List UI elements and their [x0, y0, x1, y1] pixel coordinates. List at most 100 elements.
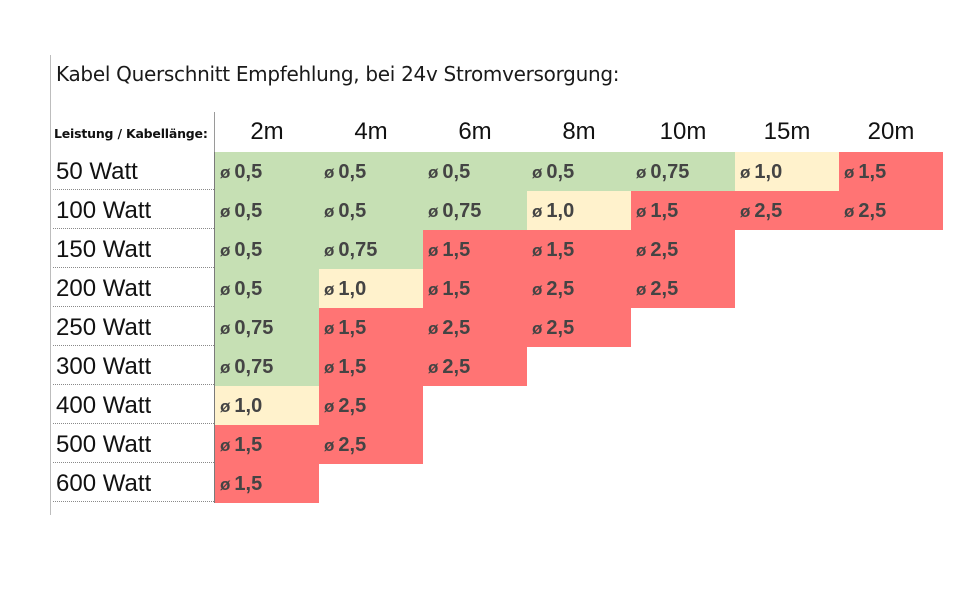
cross-section-cell: ø 1,0 — [527, 191, 631, 230]
cross-section-cell: ø 1,5 — [423, 230, 527, 269]
cross-section-cell: ø 0,75 — [319, 230, 423, 269]
cross-section-cell: ø 2,5 — [839, 191, 943, 230]
cell-value: 1,0 — [338, 278, 367, 300]
row-label-divider — [214, 191, 215, 230]
cross-section-cell: ø 2,5 — [631, 269, 735, 308]
cross-section-cell: ø 0,5 — [527, 152, 631, 191]
column-header-6m: 6m — [458, 118, 492, 145]
diameter-symbol: ø — [324, 397, 335, 416]
row-label: 600 Watt — [53, 464, 214, 502]
diameter-symbol: ø — [324, 241, 335, 260]
cross-section-cell: ø 1,5 — [215, 425, 319, 464]
column-header-20m: 20m — [867, 118, 915, 145]
cell-value: 1,5 — [858, 161, 887, 183]
cell-value: 2,5 — [338, 434, 367, 456]
cross-section-cell: ø 0,5 — [215, 152, 319, 191]
cell-value: 0,5 — [234, 161, 263, 183]
column-header-4m: 4m — [354, 118, 388, 145]
cell-value: 2,5 — [858, 200, 887, 222]
diameter-symbol: ø — [532, 202, 543, 221]
diameter-symbol: ø — [428, 319, 439, 338]
row-label: 500 Watt — [53, 425, 214, 463]
cell-value: 2,5 — [650, 239, 679, 261]
diameter-symbol: ø — [324, 280, 335, 299]
cell-value: 1,0 — [754, 161, 783, 183]
row-label-divider — [214, 230, 215, 269]
cross-section-cell: ø 0,5 — [215, 269, 319, 308]
row-label-divider — [214, 152, 215, 191]
row-label: 300 Watt — [53, 347, 214, 385]
cell-value: 1,5 — [234, 473, 263, 495]
diameter-symbol: ø — [844, 202, 855, 221]
cross-section-cell: ø 2,5 — [735, 191, 839, 230]
left-border-line — [50, 55, 51, 515]
cell-value: 0,75 — [442, 200, 482, 222]
diameter-symbol: ø — [220, 475, 231, 494]
cell-value: 0,75 — [234, 356, 274, 378]
cell-value: 2,5 — [650, 278, 679, 300]
diameter-symbol: ø — [636, 280, 647, 299]
diameter-symbol: ø — [324, 358, 335, 377]
cell-value: 1,0 — [234, 395, 263, 417]
diameter-symbol: ø — [740, 163, 751, 182]
diameter-symbol: ø — [532, 280, 543, 299]
diameter-symbol: ø — [220, 202, 231, 221]
cross-section-cell: ø 2,5 — [423, 347, 527, 386]
cross-section-cell: ø 0,75 — [215, 308, 319, 347]
diameter-symbol: ø — [220, 319, 231, 338]
row-label-divider — [214, 347, 215, 386]
row-label: 50 Watt — [53, 152, 214, 190]
row-label: 100 Watt — [53, 191, 214, 229]
diameter-symbol: ø — [532, 319, 543, 338]
row-label-divider — [214, 269, 215, 308]
row-label-divider — [214, 386, 215, 425]
corner-header-label: Leistung / Kabellänge: — [54, 126, 208, 141]
cell-value: 2,5 — [442, 317, 471, 339]
cross-section-cell: ø 2,5 — [527, 308, 631, 347]
cell-value: 0,5 — [234, 278, 263, 300]
cell-value: 0,5 — [338, 200, 367, 222]
diameter-symbol: ø — [220, 436, 231, 455]
cross-section-cell: ø 2,5 — [527, 269, 631, 308]
cell-value: 0,75 — [338, 239, 378, 261]
cross-section-cell: ø 1,5 — [527, 230, 631, 269]
diameter-symbol: ø — [844, 163, 855, 182]
cell-value: 0,5 — [234, 200, 263, 222]
cell-value: 0,5 — [234, 239, 263, 261]
cell-value: 0,5 — [338, 161, 367, 183]
cross-section-cell: ø 1,5 — [839, 152, 943, 191]
diameter-symbol: ø — [428, 241, 439, 260]
cross-section-cell: ø 1,0 — [735, 152, 839, 191]
cross-section-cell: ø 2,5 — [319, 386, 423, 425]
diameter-symbol: ø — [532, 241, 543, 260]
cross-section-cell: ø 0,75 — [423, 191, 527, 230]
cross-section-cell: ø 1,5 — [631, 191, 735, 230]
cell-value: 1,5 — [650, 200, 679, 222]
cross-section-cell: ø 1,0 — [215, 386, 319, 425]
cross-section-cell: ø 0,5 — [215, 191, 319, 230]
diameter-symbol: ø — [428, 163, 439, 182]
cell-value: 2,5 — [754, 200, 783, 222]
cell-value: 0,75 — [650, 161, 690, 183]
cross-section-cell: ø 0,75 — [215, 347, 319, 386]
cell-value: 1,5 — [338, 356, 367, 378]
diameter-symbol: ø — [740, 202, 751, 221]
row-label: 400 Watt — [53, 386, 214, 424]
cell-value: 1,5 — [442, 239, 471, 261]
diameter-symbol: ø — [324, 202, 335, 221]
diameter-symbol: ø — [220, 397, 231, 416]
diameter-symbol: ø — [636, 163, 647, 182]
diameter-symbol: ø — [428, 202, 439, 221]
column-header-15m: 15m — [763, 118, 811, 145]
cell-value: 0,5 — [442, 161, 471, 183]
row-label-divider — [214, 308, 215, 347]
diameter-symbol: ø — [636, 241, 647, 260]
column-header-2m: 2m — [250, 118, 284, 145]
cross-section-cell: ø 1,5 — [319, 347, 423, 386]
cell-value: 2,5 — [338, 395, 367, 417]
cross-section-cell: ø 0,5 — [215, 230, 319, 269]
cross-section-cell: ø 0,5 — [319, 152, 423, 191]
diameter-symbol: ø — [532, 163, 543, 182]
cross-section-cell: ø 2,5 — [423, 308, 527, 347]
column-header-10m: 10m — [659, 118, 707, 145]
